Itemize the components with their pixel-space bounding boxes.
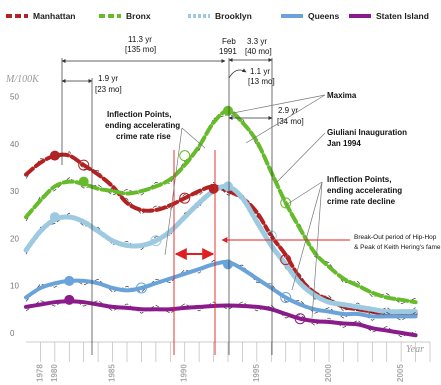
series-line-bronx	[24, 108, 418, 305]
y-tick-label: 10	[10, 282, 19, 291]
y-tick-label: 0	[10, 329, 15, 338]
inflection-marker	[280, 197, 292, 209]
leader-rise-1	[164, 127, 183, 256]
span-33-label-1: 3.3 yr	[247, 37, 267, 46]
leader-maxima-2	[245, 94, 326, 144]
inflection-marker	[280, 291, 292, 303]
peak-marker	[223, 105, 233, 116]
peak-marker	[208, 183, 219, 194]
span-long-label-1: 11.3 yr	[128, 35, 152, 44]
peak-marker	[64, 275, 75, 286]
span-short-label-1: 1.9 yr	[98, 74, 118, 83]
legend-label: Brooklyn	[215, 11, 252, 21]
span-11-curve	[228, 68, 247, 79]
series-raw-brooklyn	[25, 186, 416, 316]
peak-marker	[64, 294, 75, 305]
peak-marker	[223, 259, 233, 270]
series-line-brooklyn	[23, 183, 419, 315]
feb-label-1: Feb	[222, 37, 236, 46]
peak-marker	[78, 176, 89, 187]
annotations: 11.3 yr [135 mo] 1.9 yr [23 mo] Feb 1991…	[61, 35, 441, 355]
inflection-marker	[179, 192, 191, 204]
span-long-label-2: [135 mo]	[125, 45, 156, 54]
leader-decline-2	[291, 181, 323, 291]
inflection-marker	[179, 150, 191, 162]
x-tick-label: 1978	[35, 364, 44, 382]
inflection-marker	[294, 313, 306, 325]
feb-label-2: 1991	[219, 47, 237, 56]
x-axis-title: Year	[406, 344, 424, 355]
leader-giuliani	[276, 132, 326, 183]
leader-decline-1	[285, 181, 323, 206]
leader-decline-3	[311, 181, 323, 319]
y-tick-label: 50	[10, 93, 19, 102]
span-11-label-2: [13 mo]	[248, 77, 275, 86]
series-lines	[23, 108, 419, 338]
peak-marker	[223, 181, 233, 192]
span-29-label-2: [34 mo]	[277, 117, 304, 126]
legend: Manhattan Bronx Brooklyn Queens Staten Islan…	[6, 11, 429, 21]
inflection-marker	[78, 159, 90, 171]
span-33-label-2: [40 mo]	[245, 47, 272, 56]
inflection-marker	[135, 282, 147, 294]
giuliani-label-1: Giuliani Inauguration	[327, 128, 407, 137]
span-29-label-1: 2.9 yr	[278, 106, 298, 115]
inflection-decline-2: ending accelerating	[327, 186, 402, 195]
x-tick-label: 2000	[324, 364, 333, 382]
maxima-label: Maxima	[327, 91, 357, 100]
x-tick-label: 1995	[252, 364, 261, 382]
legend-label: Bronx	[126, 11, 151, 21]
legend-label: Staten Island	[376, 11, 429, 21]
leader-rise-2	[181, 127, 206, 149]
inflection-rise-2: ending accelerating	[105, 121, 180, 130]
giuliani-label-2: Jan 1994	[327, 139, 361, 148]
leader-maxima-1	[232, 94, 326, 114]
x-tick-label: 1990	[180, 364, 189, 382]
span-11-label-1: 1.1 yr	[250, 67, 270, 76]
grid	[26, 341, 431, 362]
peak-marker	[49, 212, 60, 223]
series-raw-queens	[25, 260, 416, 321]
x-tick-label: 1985	[108, 364, 117, 382]
y-tick-label: 20	[10, 234, 19, 243]
inflection-marker	[150, 235, 162, 247]
inflection-rise-3: crime rate rise	[116, 132, 171, 141]
legend-label: Queens	[308, 11, 339, 21]
series-markers	[49, 105, 306, 325]
breakout-label-1: Break-Out period of Hip-Hop	[354, 234, 437, 241]
series-line-staten-island	[24, 299, 418, 338]
y-tick-label: 30	[10, 187, 19, 196]
x-tick-label: 1980	[50, 364, 59, 382]
y-tick-label: 40	[10, 140, 19, 149]
inflection-marker	[265, 230, 277, 242]
y-axis-title: M/100K	[5, 74, 40, 85]
axes: M/100K Year 0 10 20 30 40 50 1978 1980 1985 1990 199…	[5, 74, 424, 382]
breakout-label-2: & Peak of Keith Hering's fame	[354, 244, 441, 251]
peak-marker	[49, 150, 60, 161]
inflection-decline-1: Inflection Points,	[327, 175, 391, 184]
inflection-marker	[280, 254, 292, 266]
inflection-rise-1: Inflection Points,	[107, 110, 171, 119]
span-short-label-2: [23 mo]	[95, 85, 122, 94]
series-line-queens	[24, 259, 418, 319]
legend-label: Manhattan	[33, 11, 76, 21]
inflection-decline-3: crime rate decline	[327, 197, 396, 206]
x-tick-label: 2005	[396, 364, 405, 382]
